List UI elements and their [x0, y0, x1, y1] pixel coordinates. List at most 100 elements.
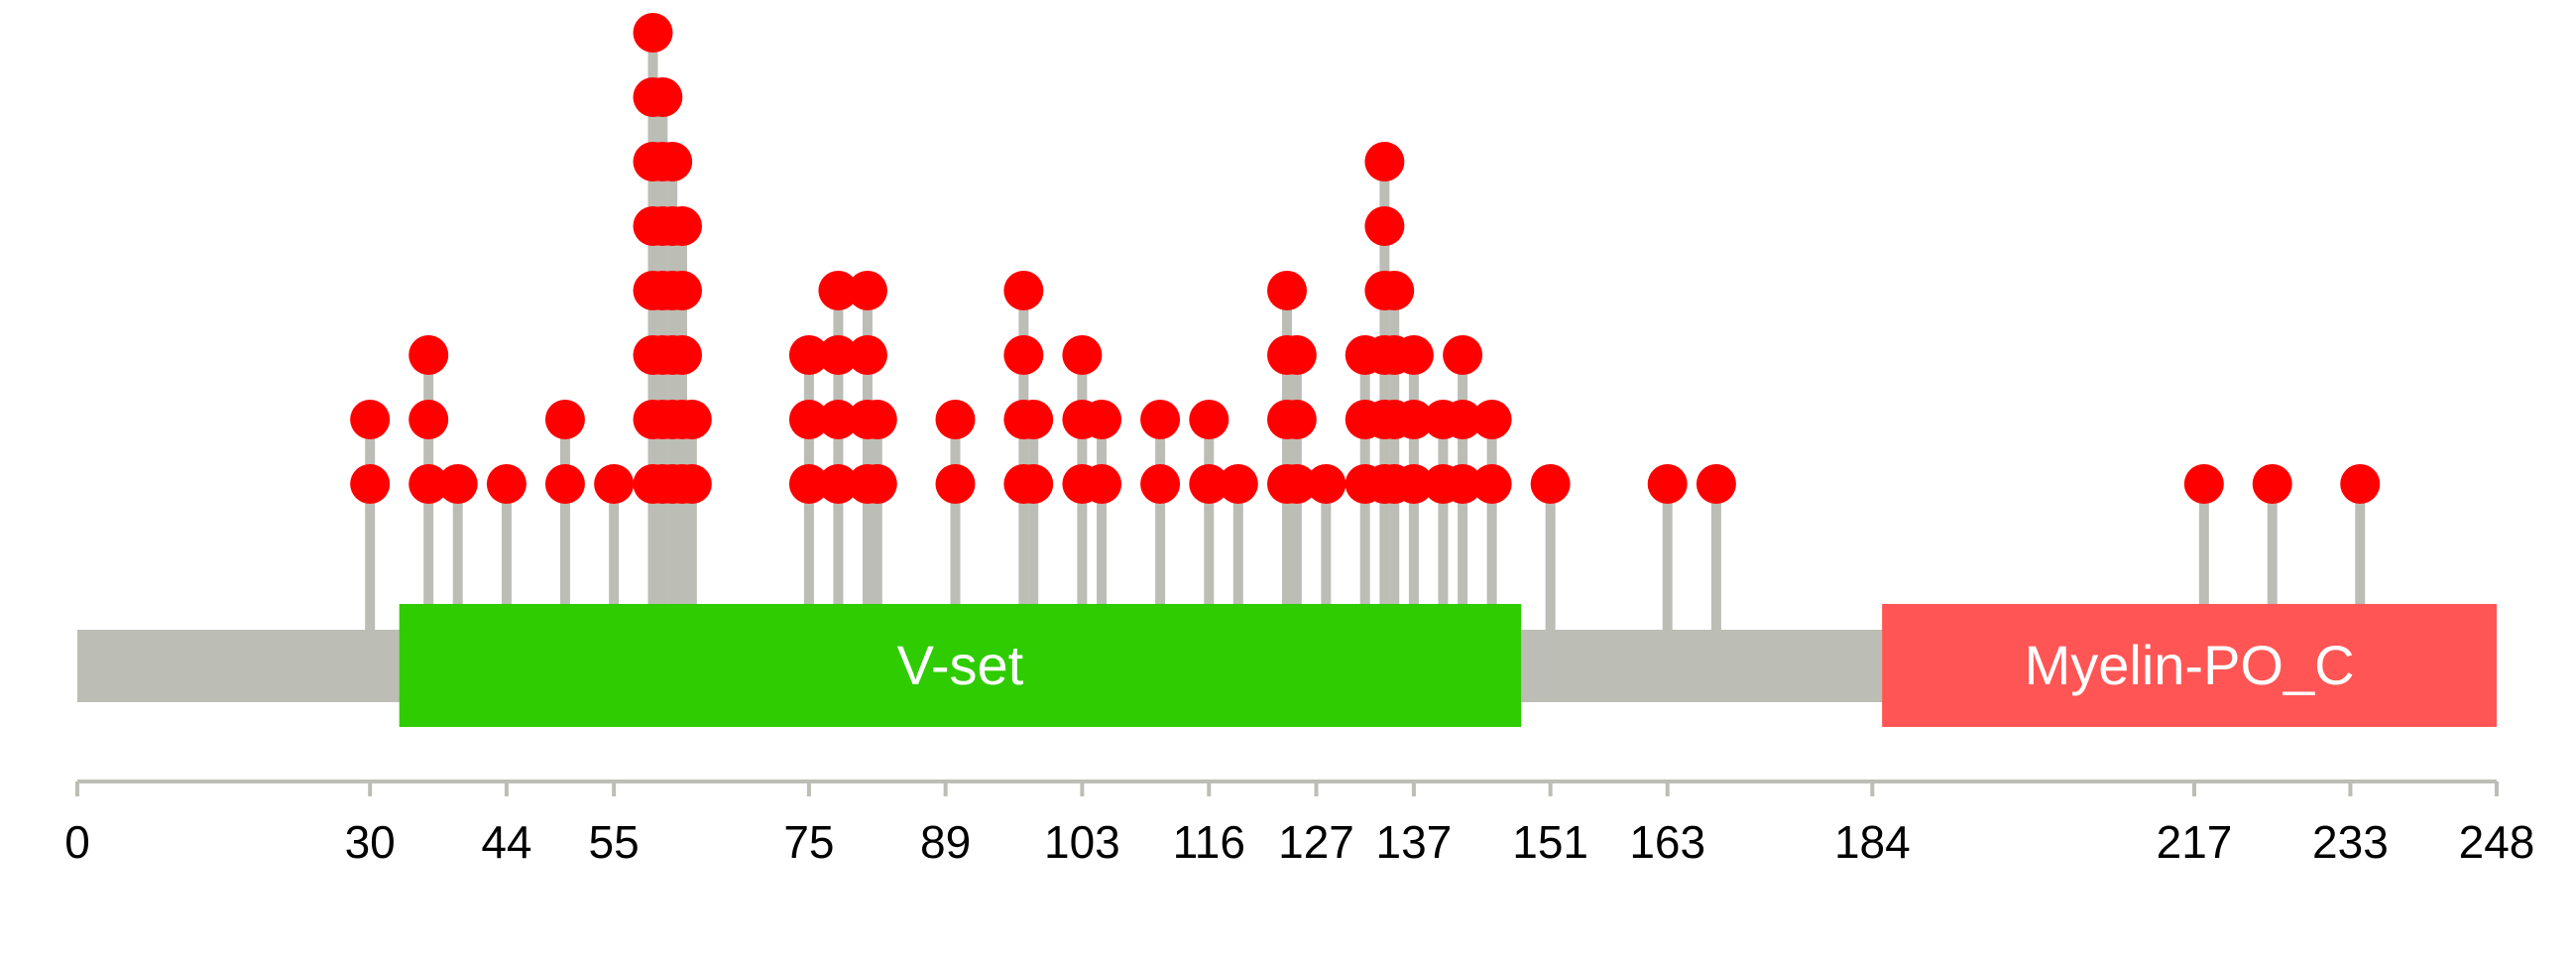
mutation-marker: [857, 400, 897, 439]
mutation-marker: [662, 206, 702, 246]
mutation-marker: [818, 271, 859, 310]
mutation-marker: [662, 271, 702, 310]
mutation-marker: [437, 464, 478, 504]
mutation-stem: [1710, 484, 1721, 630]
axis-tick-label: 30: [345, 816, 396, 868]
domains-layer: V-set Myelin-PO_C: [399, 604, 2497, 727]
mutation-stem: [501, 484, 512, 630]
position-axis: 0 30 44 55 75 89 103 116 127 137 151 163 184 217 233 24…: [64, 780, 2535, 868]
mutation-marker: [818, 335, 859, 375]
mutation-marker: [1393, 335, 1434, 375]
mutation-marker: [1082, 400, 1122, 439]
mutation-marker: [1082, 464, 1122, 504]
mutation-marker: [1374, 271, 1415, 310]
mutation-stem: [950, 420, 961, 630]
mutation-stem: [2198, 484, 2209, 630]
mutation-marker: [1003, 271, 1044, 310]
mutation-marker: [1013, 464, 1054, 504]
mutation-stem: [1282, 291, 1292, 630]
mutation-marker: [409, 400, 449, 439]
mutation-marker: [1003, 335, 1044, 375]
mutation-stem: [452, 484, 463, 630]
mutation-marker: [788, 464, 829, 504]
axis-tick-label: 55: [589, 816, 640, 868]
mutation-stem: [1379, 162, 1390, 630]
mutation-marker: [788, 400, 829, 439]
domain-label: Myelin-PO_C: [2025, 634, 2355, 696]
mutation-stem: [1321, 484, 1332, 630]
mutation-stem: [647, 33, 658, 630]
mutation-marker: [643, 77, 683, 117]
mutation-stem: [365, 420, 376, 630]
mutation-stem: [1097, 420, 1108, 630]
mutation-marker: [1364, 142, 1405, 181]
stems-layer: [365, 33, 2366, 630]
axis-tick-label: 44: [481, 816, 531, 868]
mutation-stem: [862, 291, 873, 630]
mutation-marker: [1276, 464, 1317, 504]
mutation-stem: [1486, 420, 1497, 630]
axis-tick-label: 103: [1044, 816, 1120, 868]
axis-tick-label: 233: [2312, 816, 2389, 868]
mutation-marker: [1062, 335, 1103, 375]
axis-tick-label: 248: [2459, 816, 2535, 868]
mutation-marker: [1140, 464, 1181, 504]
mutation-stem: [2267, 484, 2278, 630]
mutation-marker: [935, 400, 976, 439]
mutation-marker: [1471, 464, 1512, 504]
mutation-stem: [559, 420, 570, 630]
mutation-marker: [1647, 464, 1688, 504]
markers-layer: [350, 13, 2381, 504]
mutation-marker: [818, 400, 859, 439]
mutation-marker: [1276, 400, 1317, 439]
axis-tick-label: 151: [1512, 816, 1588, 868]
axis-tick-label: 116: [1173, 816, 1245, 868]
axis-tick-label: 217: [2157, 816, 2233, 868]
mutation-stem: [667, 162, 678, 630]
axis-tick-label: 0: [64, 816, 90, 868]
mutation-marker: [857, 464, 897, 504]
mutation-marker: [544, 464, 585, 504]
mutation-stem: [1438, 420, 1449, 630]
mutation-stem: [1545, 484, 1556, 630]
mutation-marker: [2183, 464, 2224, 504]
axis-tick-label: 127: [1278, 816, 1354, 868]
mutation-marker: [1696, 464, 1736, 504]
domain-label: V-set: [897, 634, 1024, 696]
mutation-stem: [1028, 420, 1039, 630]
mutation-marker: [818, 464, 859, 504]
mutation-marker: [1393, 400, 1434, 439]
mutation-marker: [1267, 271, 1307, 310]
mutation-marker: [788, 335, 829, 375]
mutation-marker: [1218, 464, 1258, 504]
mutation-stem: [1662, 484, 1673, 630]
mutation-marker: [671, 400, 712, 439]
mutation-marker: [1364, 206, 1405, 246]
mutation-marker: [1443, 335, 1483, 375]
mutation-stem: [2355, 484, 2366, 630]
axis-tick-label: 163: [1629, 816, 1705, 868]
axis-tick-label: 184: [1834, 816, 1911, 868]
mutation-marker: [1443, 464, 1483, 504]
mutation-marker: [1189, 400, 1229, 439]
mutation-marker: [409, 464, 449, 504]
mutation-stem: [686, 420, 697, 630]
mutation-marker: [2252, 464, 2292, 504]
mutation-marker: [1306, 464, 1347, 504]
mutation-marker: [1189, 464, 1229, 504]
mutation-marker: [1276, 335, 1317, 375]
mutation-marker: [935, 464, 976, 504]
mutation-stem: [1232, 484, 1243, 630]
mutation-marker: [350, 464, 391, 504]
mutation-marker: [1471, 400, 1512, 439]
mutation-stem: [1389, 291, 1400, 630]
mutation-marker: [1530, 464, 1571, 504]
axis-tick-label: 137: [1376, 816, 1453, 868]
domain-box: [399, 604, 1522, 727]
mutation-marker: [633, 13, 673, 53]
axis-tick-label: 89: [920, 816, 971, 868]
mutation-marker: [1393, 464, 1434, 504]
mutation-stem: [1204, 420, 1215, 630]
mutation-marker: [671, 464, 712, 504]
